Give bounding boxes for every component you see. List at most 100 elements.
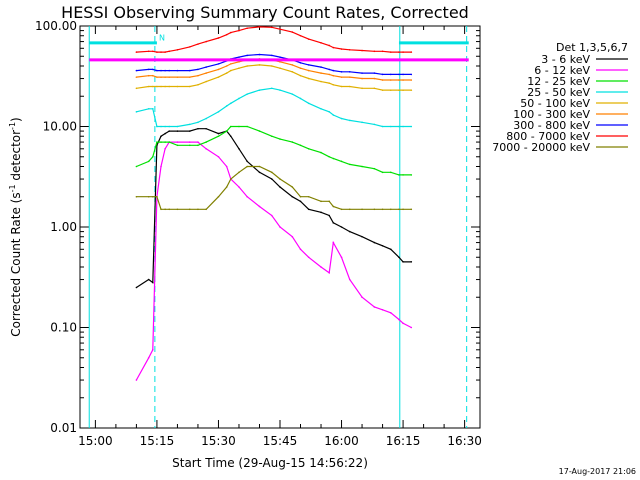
series-point-1 [188, 141, 191, 143]
series-point-5 [328, 73, 331, 76]
series-point-6 [373, 72, 376, 74]
series-point-7 [328, 44, 331, 47]
series-point-6 [328, 68, 331, 71]
series-point-6 [238, 56, 240, 58]
series-point-4 [156, 85, 158, 88]
series-point-7 [320, 42, 322, 44]
series-point-2 [135, 165, 138, 168]
series-point-3 [168, 125, 171, 128]
y-tick-label: 1.00 [50, 220, 77, 234]
series-point-8 [402, 208, 404, 211]
legend-label-5: 100 - 300 keV [513, 108, 590, 121]
y-tick-label: 0.10 [50, 321, 77, 335]
series-point-3 [147, 108, 150, 110]
series-point-3 [320, 108, 322, 110]
series-point-0 [176, 130, 179, 132]
series-point-6 [217, 63, 220, 65]
series-point-3 [307, 102, 310, 105]
series-point-7 [299, 34, 302, 37]
series-point-5 [299, 67, 302, 70]
series-point-6 [332, 69, 335, 72]
series-point-1 [258, 205, 261, 208]
series-point-7 [270, 26, 273, 29]
x-tick-label: 15:15 [140, 434, 175, 448]
series-point-8 [229, 178, 232, 180]
series-point-1 [176, 141, 179, 143]
series-point-2 [279, 138, 281, 140]
series-point-4 [299, 74, 302, 77]
series-point-7 [225, 33, 228, 36]
series-point-2 [361, 165, 363, 168]
series-point-1 [398, 318, 400, 321]
series-point-1 [332, 241, 335, 244]
x-tick-label: 16:00 [324, 434, 359, 448]
series-point-2 [291, 141, 294, 143]
series-point-4 [270, 65, 273, 67]
series-point-8 [291, 186, 294, 188]
series-point-6 [147, 68, 150, 71]
series-line-2 [136, 125, 412, 176]
series-point-2 [299, 144, 302, 147]
series-point-7 [258, 26, 261, 28]
series-point-6 [361, 72, 363, 74]
series-point-4 [410, 89, 413, 91]
series-point-2 [156, 141, 158, 143]
series-point-7 [373, 50, 376, 53]
series-point-4 [398, 89, 400, 91]
series-point-1 [164, 147, 166, 150]
series-point-0 [258, 171, 261, 174]
series-point-8 [398, 208, 400, 211]
series-point-3 [188, 123, 191, 126]
series-point-8 [156, 195, 158, 198]
series-point-4 [205, 80, 207, 83]
series-point-5 [156, 76, 158, 78]
series-point-8 [135, 195, 138, 198]
series-point-2 [389, 171, 392, 174]
series-point-5 [389, 79, 392, 81]
series-point-6 [279, 56, 281, 58]
series-point-8 [168, 208, 171, 211]
series-line-8 [136, 165, 412, 210]
series-point-1 [225, 165, 228, 168]
series-point-0 [238, 147, 240, 150]
series-point-5 [373, 77, 376, 80]
series-point-8 [299, 195, 302, 198]
series-point-2 [348, 163, 351, 166]
series-point-1 [238, 186, 240, 188]
series-point-1 [348, 278, 351, 281]
series-point-0 [389, 248, 392, 251]
series-point-6 [389, 73, 392, 76]
series-point-3 [381, 125, 384, 128]
series-line-4 [136, 64, 412, 91]
series-point-8 [197, 208, 199, 211]
series-point-4 [332, 83, 335, 86]
series-point-8 [246, 165, 248, 168]
series-point-7 [332, 46, 335, 49]
series-point-5 [307, 69, 310, 72]
series-point-1 [361, 296, 363, 299]
x-tick-label: 16:30 [447, 434, 482, 448]
series-point-0 [328, 214, 331, 217]
series-point-3 [164, 125, 166, 128]
series-point-8 [258, 165, 261, 168]
series-point-8 [164, 208, 166, 211]
series-point-3 [197, 121, 199, 124]
series-point-6 [156, 69, 158, 72]
series-point-0 [168, 130, 171, 132]
series-point-8 [147, 195, 150, 198]
series-point-7 [246, 27, 248, 30]
series-point-4 [246, 65, 248, 67]
y-tick-label: 100.00 [35, 19, 77, 33]
series-point-2 [176, 144, 179, 147]
legend-label-2: 12 - 25 keV [527, 75, 590, 88]
series-point-5 [147, 74, 150, 77]
series-point-6 [410, 73, 413, 76]
series-point-8 [361, 208, 363, 211]
series-point-2 [164, 141, 166, 143]
series-point-3 [238, 97, 240, 100]
series-point-5 [176, 76, 179, 78]
series-point-2 [168, 141, 171, 143]
series-point-2 [328, 155, 331, 158]
legend-label-0: 3 - 6 keV [541, 53, 590, 66]
series-point-7 [168, 50, 171, 53]
